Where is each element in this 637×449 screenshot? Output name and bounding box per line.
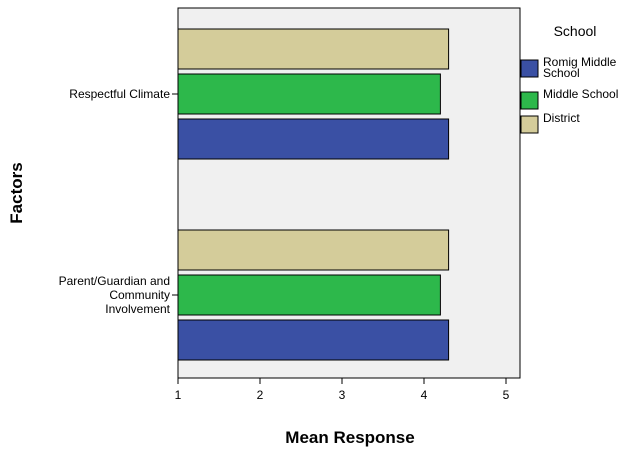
bar-middle-school-parent-guardian-and-community-involvement: [177, 274, 441, 316]
y-tick-label: Parent/Guardian and: [59, 274, 170, 288]
legend-swatch-district: [520, 115, 539, 134]
y-axis-title: Factors: [7, 162, 26, 223]
legend-label-middle-school: Middle School: [543, 87, 618, 101]
legend-label-romig-middle-school: School: [543, 66, 580, 80]
x-axis: 1 2 3 4 5: [175, 378, 510, 402]
x-axis-title: Mean Response: [285, 428, 414, 447]
legend-label-romig-middle-school: Romig Middle: [543, 55, 617, 69]
bars-group: [177, 28, 450, 361]
plot-area: [177, 7, 521, 379]
x-tick-label: 5: [503, 388, 510, 402]
y-axis: Respectful Climate Parent/Guardian andCom…: [59, 87, 178, 316]
bar-romig-middle-school-respectful-climate: [177, 118, 450, 160]
x-tick-label: 2: [257, 388, 264, 402]
legend-title: School: [554, 23, 597, 39]
y-tick-label: Respectful Climate: [69, 87, 170, 101]
x-tick-label: 4: [421, 388, 428, 402]
legend-swatch-romig-middle-school: [520, 59, 539, 78]
legend-swatch-middle-school: [520, 91, 539, 110]
bar-middle-school-respectful-climate: [177, 73, 441, 115]
y-tick-label: Community: [109, 288, 170, 302]
y-tick-label: Involvement: [105, 302, 170, 316]
bar-district-respectful-climate: [177, 28, 450, 70]
x-tick-label: 3: [339, 388, 346, 402]
x-tick-label: 1: [175, 388, 182, 402]
bar-district-parent-guardian-and-community-involvement: [177, 229, 450, 271]
legend-label-district: District: [543, 111, 580, 125]
bar-romig-middle-school-parent-guardian-and-community-involvement: [177, 319, 450, 361]
